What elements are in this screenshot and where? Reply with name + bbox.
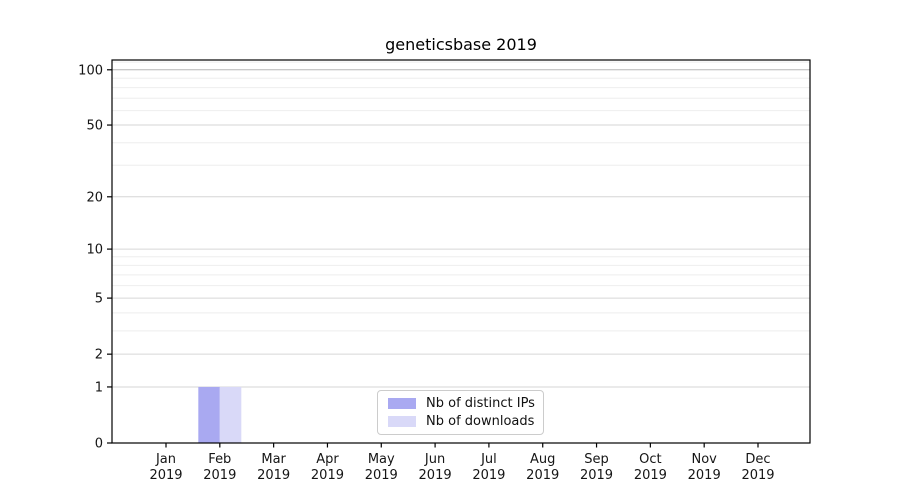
- y-tick-label: 100: [78, 63, 103, 78]
- x-tick-label-month: Apr: [316, 452, 339, 467]
- x-tick-label-year: 2019: [580, 468, 613, 483]
- x-tick-label-year: 2019: [365, 468, 398, 483]
- x-tick-label-month: Jul: [480, 452, 497, 467]
- x-tick-label-year: 2019: [257, 468, 290, 483]
- x-tick-label-month: Mar: [261, 452, 286, 467]
- y-tick-label: 10: [86, 243, 103, 258]
- y-tick-label: 50: [86, 119, 103, 134]
- x-tick-label-year: 2019: [419, 468, 452, 483]
- legend-swatch-distinct-ips: [388, 398, 416, 409]
- bar-feb-distinct-ips: [198, 386, 220, 443]
- x-tick-label-month: Oct: [639, 452, 661, 467]
- legend-entry-downloads: Nb of downloads: [386, 414, 535, 429]
- x-tick-label-month: Feb: [208, 452, 231, 467]
- x-tick-label-year: 2019: [149, 468, 182, 483]
- y-tick-label: 1: [95, 380, 103, 395]
- x-tick-label-year: 2019: [311, 468, 344, 483]
- legend-swatch-downloads: [388, 416, 416, 427]
- chart-title: geneticsbase 2019: [385, 35, 537, 54]
- x-tick-label-month: Nov: [691, 452, 717, 467]
- x-tick-label-year: 2019: [472, 468, 505, 483]
- legend-label-downloads: Nb of downloads: [426, 414, 535, 429]
- y-tick-label: 20: [86, 190, 103, 205]
- legend-entry-distinct-ips: Nb of distinct IPs: [386, 396, 535, 411]
- x-tick-label-month: Aug: [530, 452, 555, 467]
- legend-box: Nb of distinct IPs Nb of downloads: [377, 390, 544, 435]
- y-tick-label: 5: [95, 292, 103, 307]
- x-tick-label-year: 2019: [203, 468, 236, 483]
- plot-border: [111, 59, 811, 444]
- bar-feb-downloads: [219, 386, 242, 443]
- x-tick-label-year: 2019: [688, 468, 721, 483]
- x-tick-label-year: 2019: [526, 468, 559, 483]
- x-tick-label-month: May: [368, 452, 395, 467]
- x-tick-label-month: Dec: [745, 452, 770, 467]
- x-tick-label-month: Jan: [155, 452, 176, 467]
- x-tick-label-month: Jun: [424, 452, 445, 467]
- y-tick-label: 2: [95, 348, 103, 363]
- x-tick-label-year: 2019: [634, 468, 667, 483]
- x-tick-label-month: Sep: [584, 452, 609, 467]
- x-tick-label-year: 2019: [741, 468, 774, 483]
- legend-label-distinct-ips: Nb of distinct IPs: [426, 396, 535, 411]
- y-tick-label: 0: [95, 437, 103, 452]
